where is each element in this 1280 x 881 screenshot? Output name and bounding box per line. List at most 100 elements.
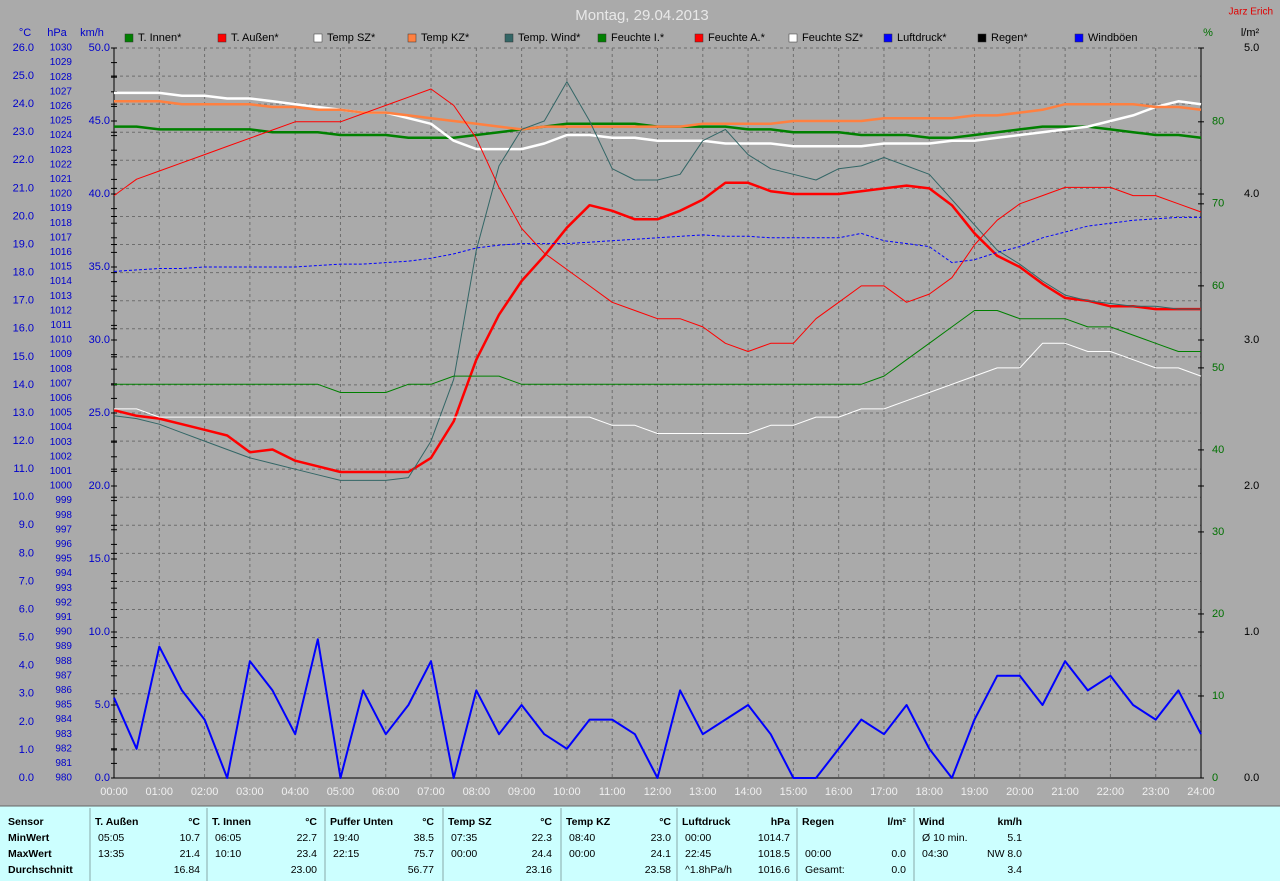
- column-unit: °C: [188, 816, 200, 828]
- y-tick-label: 23.0: [13, 126, 34, 138]
- y-tick-label: 1023: [50, 145, 73, 156]
- x-tick-label: 04:00: [281, 786, 309, 798]
- y-tick-label: 1000: [50, 481, 73, 492]
- x-tick-label: 12:00: [644, 786, 672, 798]
- x-tick-label: 05:00: [327, 786, 355, 798]
- y-tick-label: 1008: [50, 364, 73, 375]
- y-tick-label: 15.0: [13, 351, 34, 363]
- table-cell: ^1.8hPa/h: [685, 864, 732, 876]
- y-tick-label: 986: [55, 685, 72, 696]
- legend-label: Feuchte SZ*: [802, 32, 864, 44]
- y-tick-label: 987: [55, 670, 72, 681]
- y-tick-label: 8.0: [19, 547, 34, 559]
- x-tick-label: 20:00: [1006, 786, 1034, 798]
- y-tick-label: 35.0: [89, 261, 110, 273]
- legend-swatch: [597, 33, 607, 43]
- y-tick-label: 985: [55, 700, 72, 711]
- y-tick-label: 16.0: [13, 323, 34, 335]
- y-tick-label: 50: [1212, 362, 1224, 374]
- table-cell: Gesamt:: [805, 864, 845, 876]
- y-tick-label: 7.0: [19, 575, 34, 587]
- y-tick-label: 1029: [50, 57, 73, 68]
- column-header: Temp SZ: [448, 816, 492, 828]
- legend-label: Temp SZ*: [327, 32, 376, 44]
- table-cell: 23.16: [526, 864, 552, 876]
- legend-swatch: [504, 33, 514, 43]
- y-tick-label: 1027: [50, 86, 73, 97]
- y-tick-label: 984: [55, 714, 72, 725]
- y-tick-label: 45.0: [89, 115, 110, 127]
- y-tick-label: 50.0: [89, 42, 110, 54]
- axis-unit: km/h: [80, 27, 104, 39]
- row-label: MinWert: [8, 832, 50, 844]
- y-tick-label: 2.0: [19, 716, 34, 728]
- table-cell: 19:40: [333, 832, 359, 844]
- y-tick-label: 1004: [50, 422, 73, 433]
- legend-label: Regen*: [991, 32, 1028, 44]
- legend-label: Temp KZ*: [421, 32, 470, 44]
- series-line: [114, 100, 1202, 131]
- legend-swatch: [694, 33, 704, 43]
- y-tick-label: 0.0: [1244, 772, 1259, 784]
- y-tick-label: 1017: [50, 232, 73, 243]
- table-cell: 23.58: [645, 864, 671, 876]
- x-tick-label: 02:00: [191, 786, 219, 798]
- table-cell: 10:10: [215, 848, 241, 860]
- y-tick-label: 40: [1212, 444, 1224, 456]
- table-cell: 38.5: [414, 832, 435, 844]
- y-tick-label: 21.0: [13, 182, 34, 194]
- y-tick-label: 6.0: [19, 603, 34, 615]
- author: Jarz Erich: [1229, 7, 1273, 18]
- x-tick-label: 00:00: [100, 786, 128, 798]
- table-cell: NW 8.0: [987, 848, 1022, 860]
- y-tick-label: 20: [1212, 608, 1224, 620]
- y-tick-label: 981: [55, 758, 72, 769]
- y-tick-label: 1021: [50, 174, 73, 185]
- series-line: [113, 88, 1202, 352]
- row-label: MaxWert: [8, 848, 52, 860]
- axis-unit: l/m²: [1241, 27, 1260, 39]
- table-cell: 22.7: [297, 832, 318, 844]
- y-tick-label: 992: [55, 597, 72, 608]
- y-tick-label: 995: [55, 554, 72, 565]
- y-tick-label: 11.0: [13, 463, 34, 475]
- column-unit: °C: [540, 816, 552, 828]
- table-cell: 00:00: [451, 848, 477, 860]
- y-tick-label: 10.0: [13, 491, 34, 503]
- table-cell: 16.84: [174, 864, 200, 876]
- legend-swatch: [788, 33, 798, 43]
- chart-title: Montag, 29.04.2013: [575, 7, 708, 24]
- series-line: [114, 310, 1201, 393]
- chart-background: [0, 0, 1280, 806]
- y-tick-label: 1002: [50, 451, 73, 462]
- y-tick-label: 20.0: [89, 480, 110, 492]
- table-cell: 10.7: [180, 832, 201, 844]
- x-tick-label: 19:00: [961, 786, 989, 798]
- x-tick-label: 22:00: [1097, 786, 1125, 798]
- y-tick-label: 1022: [50, 159, 73, 170]
- table-cell: 56.77: [408, 864, 434, 876]
- y-tick-label: 980: [55, 773, 72, 784]
- y-tick-label: 998: [55, 510, 72, 521]
- column-header: Regen: [802, 816, 834, 828]
- y-tick-label: 1020: [50, 189, 73, 200]
- y-tick-label: 4.0: [1244, 188, 1259, 200]
- table-cell: 00:00: [685, 832, 711, 844]
- y-tick-label: 1016: [50, 247, 73, 258]
- legend-swatch: [124, 33, 134, 43]
- y-tick-label: 1025: [50, 116, 73, 127]
- legend-swatch: [407, 33, 417, 43]
- table-cell: 1016.6: [758, 864, 790, 876]
- table-cell: 23.4: [297, 848, 318, 860]
- y-tick-label: 22.0: [13, 154, 34, 166]
- y-tick-label: 80: [1212, 116, 1224, 128]
- table-cell: 08:40: [569, 832, 595, 844]
- series-line: [113, 216, 1201, 272]
- y-tick-label: 15.0: [89, 553, 110, 565]
- table-cell: 07:35: [451, 832, 477, 844]
- y-tick-label: 1026: [50, 101, 73, 112]
- table-cell: 1018.5: [758, 848, 790, 860]
- table-cell: 23.0: [651, 832, 672, 844]
- y-tick-label: 20.0: [13, 210, 34, 222]
